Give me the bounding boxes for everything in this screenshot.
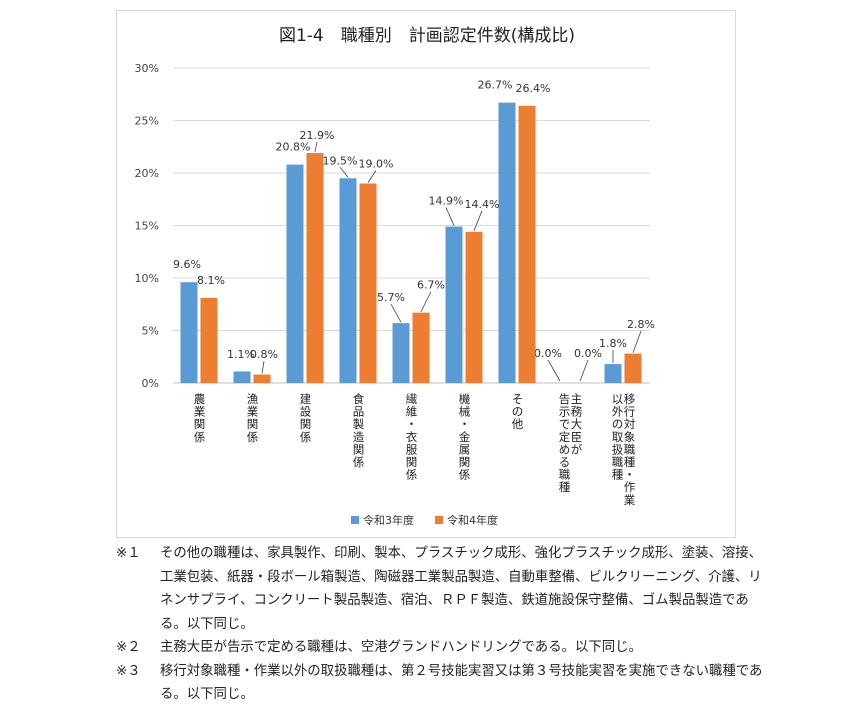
x-category-label: 繊維・衣服関係	[406, 392, 418, 482]
bar-r3	[286, 164, 304, 383]
bar-r4	[624, 353, 642, 383]
data-label: 6.7%	[417, 279, 445, 292]
bar-r4	[306, 153, 324, 383]
data-label: 0.0%	[534, 347, 562, 360]
y-tick-label: 0%	[142, 377, 159, 390]
y-tick-label: 25%	[135, 115, 159, 128]
legend-label: 令和3年度	[363, 513, 414, 527]
footnote-1: ※１ その他の職種は、家具製作、印刷、製本、プラスチック成形、強化プラスチック成…	[116, 542, 766, 636]
bar-r3	[604, 364, 622, 383]
bar-r3	[445, 226, 463, 383]
x-category-label: 建設関係	[300, 392, 312, 444]
footnote-2: ※２ 主務大臣が告示で定める職種は、空港グランドハンドリングである。以下同じ。	[116, 636, 766, 660]
data-label: 14.4%	[465, 198, 500, 211]
label-leader-line	[420, 291, 432, 312]
data-label: 2.8%	[627, 318, 655, 331]
chart-title: 図1-4 職種別 計画認定件数(構成比)	[279, 26, 575, 46]
footnote-mark: ※１	[116, 546, 141, 561]
label-leader-line	[367, 170, 377, 183]
y-tick-label: 20%	[135, 167, 159, 180]
label-leader-line	[445, 207, 455, 226]
x-category-label: 漁業関係	[247, 392, 259, 444]
y-tick-label: 15%	[135, 220, 159, 233]
data-label: 1.1%	[227, 348, 255, 361]
data-label: 0.0%	[574, 347, 602, 360]
bar-r3	[339, 178, 357, 383]
label-leader-line	[390, 303, 402, 323]
footnote-mark: ※２	[116, 640, 141, 655]
x-category-label: 告示で定める職種	[559, 392, 571, 494]
bar-r4	[518, 105, 536, 384]
x-category-label: その他	[512, 392, 524, 431]
bar-r4	[465, 231, 483, 383]
footnote-mark: ※３	[116, 663, 141, 679]
data-label: 8.1%	[197, 274, 225, 287]
bar-r3	[180, 282, 198, 383]
legend-label: 令和4年度	[447, 513, 498, 527]
legend-swatch-r4	[435, 516, 443, 524]
bar-r4	[200, 297, 218, 383]
data-label: 26.4%	[516, 82, 551, 95]
data-label: 0.8%	[250, 348, 278, 361]
data-label: 1.8%	[599, 337, 627, 350]
footnote-text: 移行対象職種・作業以外の取扱職種は、第２号技能実習又は第３号技能実習を実施できな…	[160, 663, 763, 703]
x-category-label: 移行対象職種・作業	[624, 392, 636, 507]
footnotes: ※１ その他の職種は、家具製作、印刷、製本、プラスチック成形、強化プラスチック成…	[116, 542, 766, 707]
label-leader-line	[473, 210, 483, 231]
chart-container: 図1-4 職種別 計画認定件数(構成比) 0% 5% 10% 15% 20% 25% 30% 9…	[116, 10, 736, 538]
x-category-label: 以外の取扱職種	[612, 392, 624, 482]
x-category-label: 農業関係	[194, 392, 206, 444]
data-label: 21.9%	[300, 129, 335, 142]
x-category-label: 食品製造関係	[353, 392, 365, 469]
footnote-3: ※３ 移行対象職種・作業以外の取扱職種は、第２号技能実習又は第３号技能実習を実施…	[116, 660, 766, 707]
data-label: 5.7%	[377, 291, 405, 304]
data-label: 14.9%	[429, 195, 464, 208]
data-label: 19.5%	[323, 154, 358, 167]
bar-r3	[498, 102, 516, 384]
data-label: 26.7%	[478, 79, 513, 92]
y-tick-label: 30%	[135, 62, 159, 75]
footnote-text: その他の職種は、家具製作、印刷、製本、プラスチック成形、強化プラスチック成形、塗…	[160, 546, 763, 632]
label-leader-line	[632, 330, 642, 353]
label-leader-line	[314, 141, 318, 153]
bar-r3	[233, 371, 251, 383]
y-tick-label: 10%	[135, 272, 159, 285]
bar-r4	[253, 374, 271, 383]
label-leader-line	[261, 360, 265, 374]
bar-r4	[412, 312, 430, 383]
data-label: 20.8%	[276, 141, 311, 154]
bar-r3	[392, 323, 410, 383]
bar-r4	[359, 183, 377, 383]
x-category-label: 機械・金属関係	[459, 392, 471, 482]
data-label: 9.6%	[173, 258, 201, 271]
label-leader-line	[579, 359, 589, 382]
label-leader-line	[547, 359, 561, 382]
y-tick-label: 5%	[142, 325, 159, 338]
label-leader-line	[339, 167, 349, 178]
data-label: 19.0%	[359, 158, 394, 171]
footnote-text: 主務大臣が告示で定める職種は、空港グランドハンドリングである。以下同じ。	[160, 640, 642, 655]
legend-swatch-r3	[351, 516, 359, 524]
x-category-label: 主務大臣が	[571, 392, 583, 456]
bar-chart: 図1-4 職種別 計画認定件数(構成比) 0% 5% 10% 15% 20% 25% 30% 9…	[135, 26, 655, 527]
